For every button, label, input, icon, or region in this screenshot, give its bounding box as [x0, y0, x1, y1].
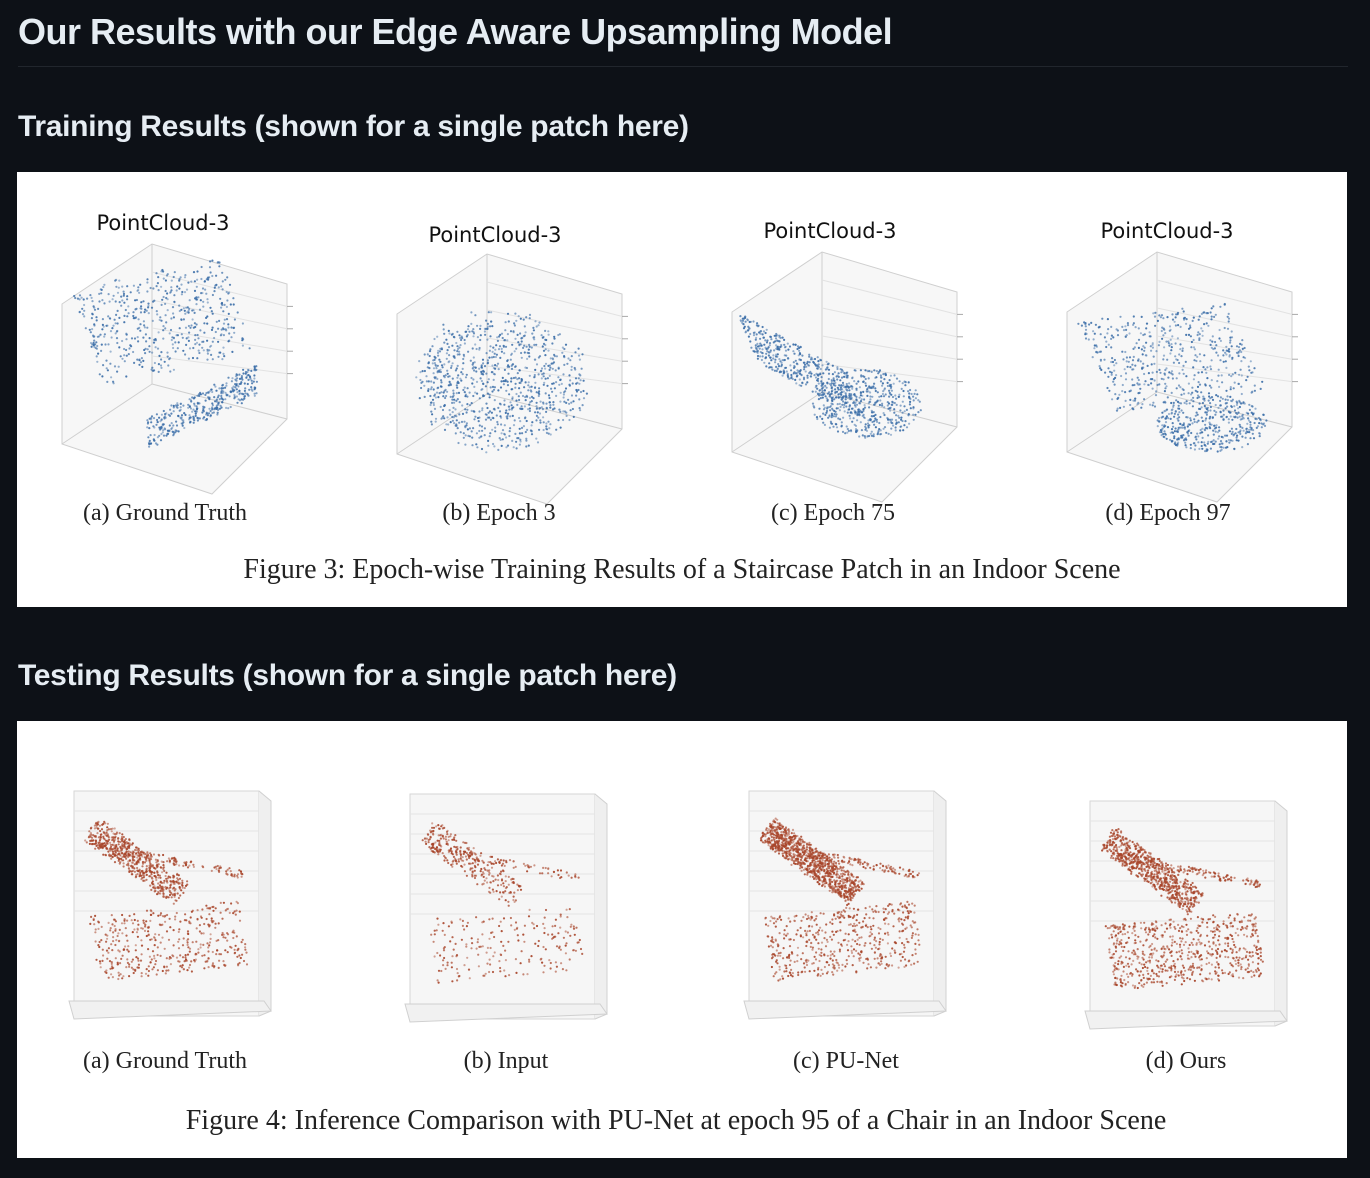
test-cloud-a-floor: [89, 900, 249, 981]
test-cloud-d-seat: [1101, 828, 1204, 916]
train-cloud-b: [415, 311, 589, 454]
train-caption-d: (d) Epoch 97: [1105, 500, 1230, 526]
train-cloud-d: [1077, 302, 1268, 453]
test-caption-c: (c) PU-Net: [793, 1048, 899, 1074]
page-title: Our Results with our Edge Aware Upsampli…: [18, 11, 893, 52]
test-caption-b: (b) Input: [464, 1048, 549, 1074]
train-plot-title-c: PointCloud-3: [763, 219, 896, 243]
training-figure-canvas: PointCloud-3 PointCloud-3 PointCloud-3 P…: [61, 211, 1298, 585]
train-cloud-c: [739, 315, 922, 439]
test-plot-axes-d: [1084, 800, 1288, 1030]
test-caption-a: (a) Ground Truth: [83, 1048, 247, 1074]
testing-figure-caption: Figure 4: Inference Comparison with PU-N…: [186, 1105, 1167, 1136]
test-cloud-c-floor: [764, 900, 921, 982]
train-caption-b: (b) Epoch 3: [442, 500, 555, 526]
test-cloud-b-floor: [430, 908, 584, 984]
train-plot-title-b: PointCloud-3: [428, 223, 561, 247]
testing-figure: (a) Ground Truth (b) Input (c) PU-Net (d…: [17, 721, 1347, 1158]
train-plot-title-a: PointCloud-3: [96, 211, 229, 235]
test-cloud-a-back: [93, 841, 244, 879]
test-plot-axes-a: [68, 790, 272, 1020]
train-caption-a: (a) Ground Truth: [83, 500, 247, 526]
test-cloud-d-back: [1109, 852, 1261, 889]
training-figure-caption: Figure 3: Epoch-wise Training Results of…: [243, 554, 1120, 585]
test-cloud-c-back: [768, 840, 921, 879]
testing-heading: Testing Results (shown for a single patc…: [18, 659, 677, 692]
training-heading: Training Results (shown for a single pat…: [18, 110, 689, 143]
test-plot-axes-c: [743, 790, 947, 1020]
train-plot-title-d: PointCloud-3: [1100, 219, 1233, 243]
test-cloud-d-floor: [1104, 912, 1264, 990]
test-cloud-b-back: [429, 844, 580, 880]
train-caption-c: (c) Epoch 75: [771, 500, 895, 526]
training-figure: PointCloud-3 PointCloud-3 PointCloud-3 P…: [17, 172, 1347, 607]
test-caption-d: (d) Ours: [1146, 1048, 1227, 1074]
test-cloud-c-seat: [759, 817, 865, 907]
train-plot-axes-d: [1066, 251, 1298, 503]
train-plot-axes-a: [61, 243, 293, 495]
test-plot-axes-b: [404, 793, 608, 1023]
title-divider: [18, 66, 1348, 67]
train-plot-axes-b: [396, 253, 628, 505]
testing-figure-canvas: (a) Ground Truth (b) Input (c) PU-Net (d…: [68, 790, 1288, 1136]
train-cloud-a: [73, 259, 258, 448]
